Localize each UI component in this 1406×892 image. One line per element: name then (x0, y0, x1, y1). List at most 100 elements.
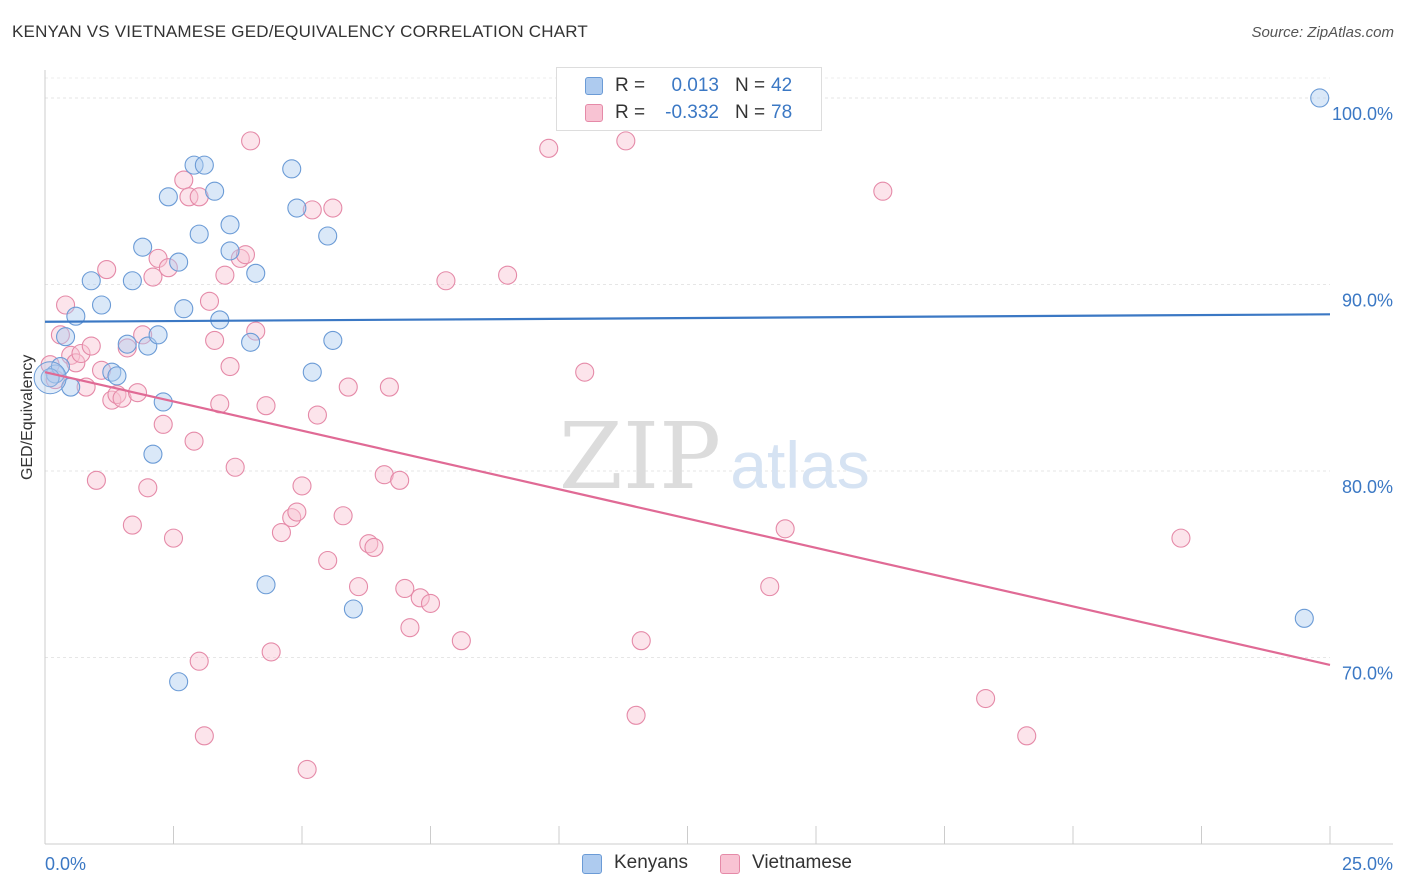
vietnamese-point-56 (379, 377, 399, 397)
kenyans-point-14 (148, 325, 168, 345)
vietnamese-point-71 (775, 519, 795, 539)
vietnamese-point-74 (1017, 726, 1037, 746)
vietnamese-point-36 (230, 248, 250, 268)
vietnamese-point-54 (364, 537, 384, 558)
vietnamese-point-53 (359, 534, 379, 554)
vietnamese-point-28 (189, 651, 209, 671)
watermark: ZIP atlas (559, 403, 870, 510)
kenyans-point-20 (189, 224, 209, 244)
kenyans-points (33, 88, 1330, 692)
vietnamese-point-46 (297, 759, 317, 779)
vietnamese-point-63 (451, 631, 471, 651)
kenyans-point-37 (1310, 88, 1330, 108)
source-label: Source: ZipAtlas.com (1251, 24, 1394, 41)
vietnamese-point-8 (81, 336, 101, 356)
vietnamese-point-23 (158, 258, 178, 278)
legend-n-value-vietnamese: 78 (771, 102, 793, 123)
kenyans-point-32 (318, 226, 338, 246)
vietnamese-point-51 (338, 377, 358, 397)
vietnamese-points (40, 131, 1191, 779)
vietnamese-point-34 (220, 356, 240, 377)
kenyans-legend-swatch (582, 854, 602, 874)
kenyans-point-16 (158, 187, 178, 207)
kenyans-point-29 (282, 159, 302, 179)
vietnamese-point-33 (215, 265, 235, 285)
kenyans-point-25 (220, 241, 240, 261)
vietnamese-point-66 (575, 362, 595, 382)
kenyans-trend-line (44, 313, 1331, 323)
kenyans-point-21 (194, 155, 214, 175)
vietnamese-point-37 (235, 245, 256, 265)
kenyans-point-9 (117, 334, 137, 354)
vietnamese-point-69 (631, 631, 651, 651)
vietnamese-point-72 (873, 181, 893, 201)
vietnamese-point-11 (97, 260, 117, 280)
legend-n-label: N = (735, 102, 766, 123)
kenyans-point-26 (241, 332, 261, 352)
axes (44, 70, 1393, 845)
vietnamese-point-42 (271, 522, 291, 543)
kenyans-point-19 (184, 155, 204, 175)
vietnamese-legend-label: Vietnamese (752, 852, 852, 873)
vietnamese-point-29 (194, 726, 214, 746)
vietnamese-point-20 (143, 267, 163, 287)
legend-n-value-kenyans: 42 (771, 75, 793, 96)
kenyans-point-18 (174, 299, 194, 319)
vietnamese-point-44 (287, 502, 307, 522)
vietnamese-point-73 (976, 688, 996, 709)
vietnamese-swatch (585, 104, 603, 122)
vietnamese-point-26 (179, 187, 199, 207)
kenyans-point-27 (246, 263, 266, 283)
kenyans-point-34 (343, 599, 363, 619)
vietnamese-point-27 (184, 431, 204, 451)
legend-r-value-vietnamese: -0.332 (665, 102, 719, 123)
vietnamese-point-49 (323, 198, 343, 218)
kenyans-point-38 (1294, 608, 1314, 628)
watermark-zip: ZIP (559, 403, 721, 510)
vietnamese-point-68 (626, 705, 646, 725)
legend-row-vietnamese: R = -0.332 N = 78 (557, 100, 821, 126)
kenyans-point-28 (256, 575, 276, 595)
vietnamese-point-18 (133, 325, 153, 345)
vietnamese-point-57 (390, 470, 410, 490)
x-tick-label-1: 25.0% (1342, 854, 1393, 874)
kenyans-point-24 (220, 215, 240, 235)
kenyans-point-2 (56, 327, 76, 347)
vietnamese-point-31 (205, 330, 225, 350)
kenyans-swatch (585, 77, 603, 95)
vietnamese-point-43 (282, 508, 302, 528)
kenyans-point-10 (122, 271, 142, 291)
chart-title: KENYAN VS VIETNAMESE GED/EQUIVALENCY COR… (12, 22, 589, 41)
kenyans-point-30 (287, 198, 307, 218)
kenyans-legend-label: Kenyans (614, 852, 688, 873)
y-tick-label-2: 90.0% (1342, 290, 1393, 310)
vietnamese-point-76 (302, 200, 322, 220)
tick-labels: 70.0% 80.0% 90.0% 100.0% 0.0% 25.0% (45, 104, 1393, 874)
kenyans-point-11 (133, 237, 153, 257)
vietnamese-point-45 (292, 476, 312, 496)
kenyans-point-7 (102, 362, 122, 382)
kenyans-point-22 (205, 181, 225, 201)
trend-lines (44, 313, 1331, 667)
y-tick-label-1: 80.0% (1342, 477, 1393, 497)
kenyans-point-15 (153, 392, 173, 412)
vietnamese-point-16 (122, 515, 142, 535)
vietnamese-point-19 (138, 478, 158, 498)
vietnamese-point-65 (539, 138, 559, 158)
vietnamese-point-70 (760, 577, 780, 597)
vietnamese-point-50 (333, 506, 353, 526)
kenyans-cluster-point (33, 361, 67, 395)
vietnamese-point-48 (318, 550, 338, 571)
vietnamese-point-5 (66, 353, 86, 373)
kenyans-point-5 (81, 271, 101, 291)
vietnamese-point-52 (348, 577, 369, 597)
correlation-legend: R = 0.013 N = 42 R = -0.332 N = 78 (556, 67, 822, 131)
vietnamese-point-35 (225, 457, 245, 477)
vietnamese-point-24 (163, 528, 184, 548)
kenyans-point-8 (107, 366, 127, 386)
vietnamese-point-75 (1171, 528, 1191, 548)
kenyans-point-31 (302, 362, 322, 382)
vietnamese-point-59 (400, 618, 420, 638)
vietnamese-point-40 (256, 396, 276, 416)
